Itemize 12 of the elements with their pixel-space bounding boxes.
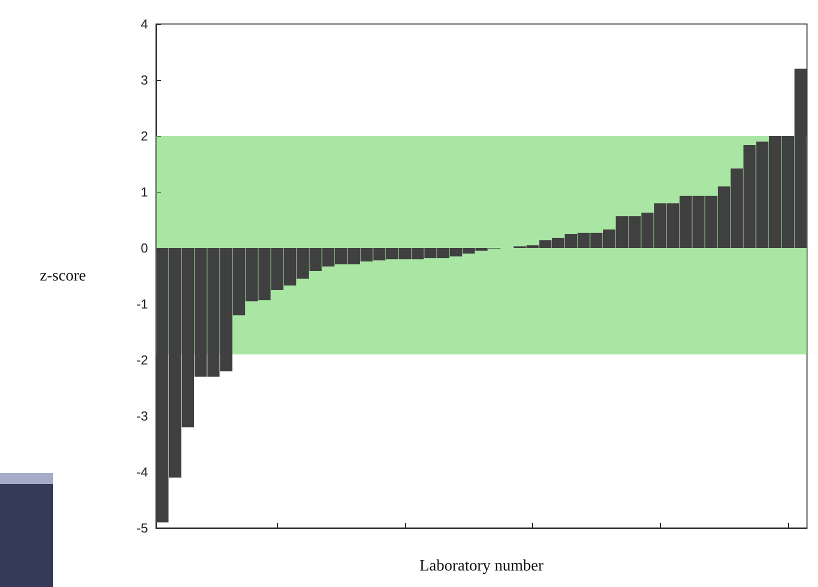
y-axis-title: z-score <box>40 268 86 284</box>
y-tick-label: 1 <box>140 184 148 200</box>
y-tick-label: -5 <box>136 520 148 536</box>
x-axis-title: Laboratory number <box>420 558 544 574</box>
y-tick-label: -3 <box>136 408 148 424</box>
y-tick-label: 3 <box>140 72 148 88</box>
y-tick-label: -2 <box>136 352 148 368</box>
y-tick-label: 4 <box>140 16 148 32</box>
y-tick-label: -4 <box>136 464 148 480</box>
y-tick-label: 0 <box>140 240 148 256</box>
y-tick-label: 2 <box>140 128 148 144</box>
y-tick-label: -1 <box>136 296 148 312</box>
